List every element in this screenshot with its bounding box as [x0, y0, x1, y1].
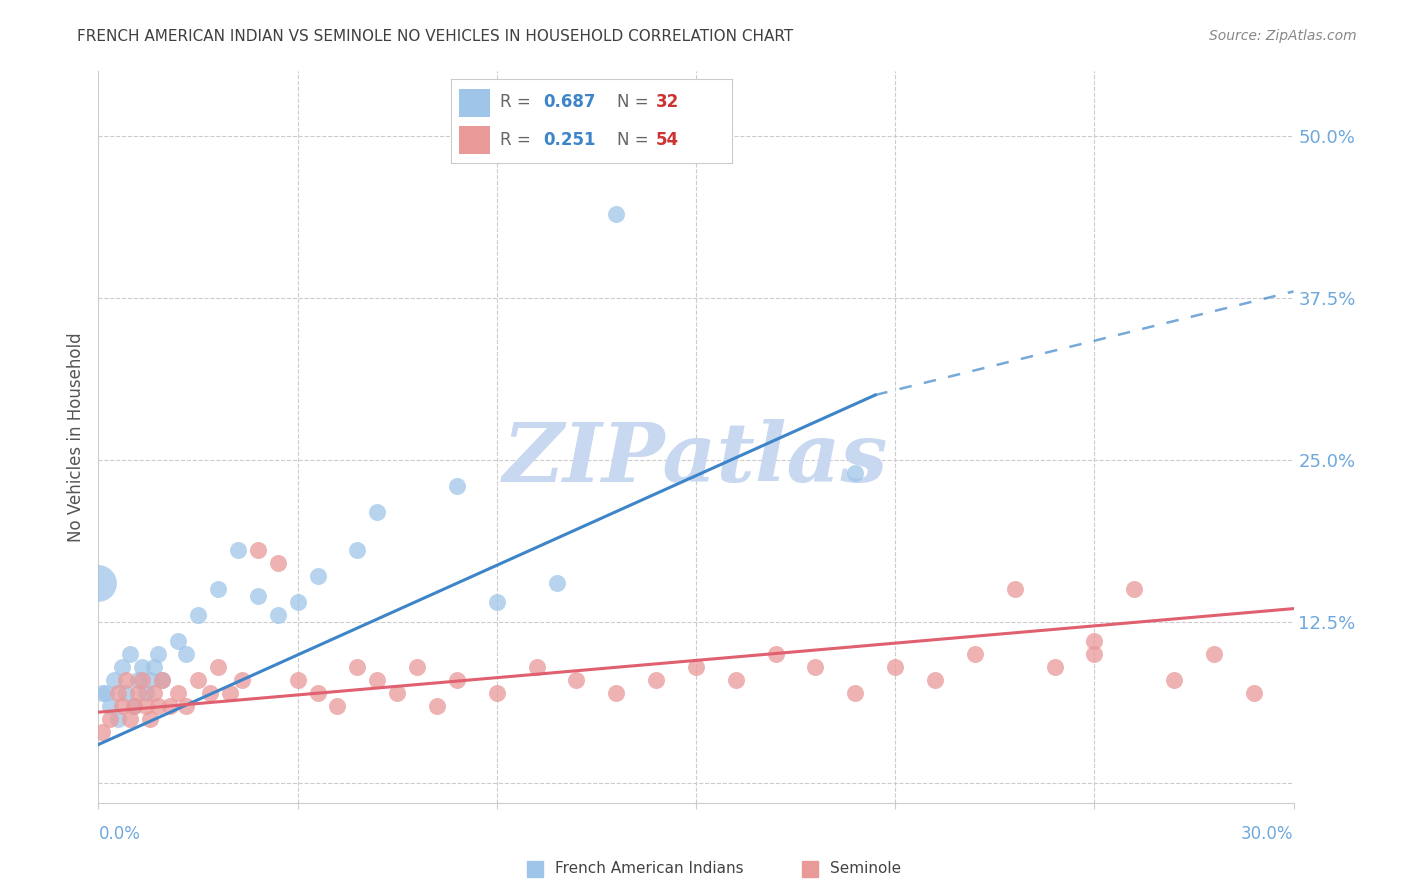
Point	[485, 595, 508, 609]
Text: 30.0%: 30.0%	[1241, 825, 1294, 843]
Point	[1083, 634, 1105, 648]
Point	[127, 686, 149, 700]
Point	[219, 686, 242, 700]
Point	[98, 698, 122, 713]
Point	[267, 608, 290, 623]
Point	[159, 698, 181, 713]
Point	[406, 660, 429, 674]
Point	[131, 660, 153, 674]
Point	[645, 673, 668, 687]
Point	[207, 660, 229, 674]
Point	[187, 673, 209, 687]
Point	[326, 698, 349, 713]
Point	[124, 698, 146, 713]
Text: French American Indians: French American Indians	[555, 861, 744, 876]
Point	[1004, 582, 1026, 597]
Point	[546, 575, 568, 590]
Text: Source: ZipAtlas.com: Source: ZipAtlas.com	[1209, 29, 1357, 43]
Point	[143, 660, 166, 674]
Point	[485, 686, 508, 700]
Point	[1163, 673, 1185, 687]
Point	[1043, 660, 1066, 674]
Point	[246, 543, 269, 558]
Point	[924, 673, 946, 687]
Point	[91, 686, 114, 700]
Point	[174, 647, 197, 661]
Point	[98, 712, 122, 726]
Point	[307, 569, 329, 583]
Point	[267, 557, 290, 571]
Point	[143, 686, 166, 700]
Point	[207, 582, 229, 597]
Text: Seminole: Seminole	[830, 861, 901, 876]
Point	[120, 647, 142, 661]
Point	[87, 575, 110, 590]
Point	[287, 595, 309, 609]
Point	[884, 660, 907, 674]
Point	[124, 698, 146, 713]
Point	[91, 724, 114, 739]
Point	[148, 698, 170, 713]
Point	[115, 686, 138, 700]
Point	[174, 698, 197, 713]
Point	[167, 686, 190, 700]
Point	[135, 686, 157, 700]
Point	[1202, 647, 1225, 661]
Point	[150, 673, 173, 687]
Point	[231, 673, 253, 687]
Point	[287, 673, 309, 687]
Point	[139, 673, 162, 687]
Point	[120, 712, 142, 726]
Point	[1083, 647, 1105, 661]
Point	[148, 647, 170, 661]
Point	[127, 673, 149, 687]
Point	[111, 660, 134, 674]
Text: FRENCH AMERICAN INDIAN VS SEMINOLE NO VEHICLES IN HOUSEHOLD CORRELATION CHART: FRENCH AMERICAN INDIAN VS SEMINOLE NO VE…	[77, 29, 793, 44]
Point	[1243, 686, 1265, 700]
Point	[724, 673, 747, 687]
Point	[198, 686, 221, 700]
Point	[844, 466, 866, 480]
Point	[135, 698, 157, 713]
Point	[565, 673, 588, 687]
Point	[96, 686, 118, 700]
Point	[346, 543, 368, 558]
Point	[107, 686, 129, 700]
Point	[103, 673, 125, 687]
Point	[131, 673, 153, 687]
Y-axis label: No Vehicles in Household: No Vehicles in Household	[67, 332, 86, 542]
Point	[226, 543, 249, 558]
Point	[844, 686, 866, 700]
Point	[765, 647, 787, 661]
Point	[605, 686, 627, 700]
Point	[115, 673, 138, 687]
Point	[307, 686, 329, 700]
Point	[346, 660, 368, 674]
Point	[685, 660, 707, 674]
Point	[804, 660, 827, 674]
Point	[107, 712, 129, 726]
Point	[111, 698, 134, 713]
Point	[150, 673, 173, 687]
Text: ZIPatlas: ZIPatlas	[503, 419, 889, 499]
Point	[385, 686, 409, 700]
Point	[1123, 582, 1146, 597]
Point	[139, 712, 162, 726]
Point	[426, 698, 449, 713]
Point	[526, 660, 548, 674]
Point	[366, 673, 388, 687]
Point	[246, 589, 269, 603]
Text: 0.0%: 0.0%	[98, 825, 141, 843]
Point	[366, 504, 388, 518]
Point	[187, 608, 209, 623]
Point	[446, 478, 468, 492]
Point	[605, 207, 627, 221]
Point	[963, 647, 986, 661]
Point	[446, 673, 468, 687]
Point	[167, 634, 190, 648]
